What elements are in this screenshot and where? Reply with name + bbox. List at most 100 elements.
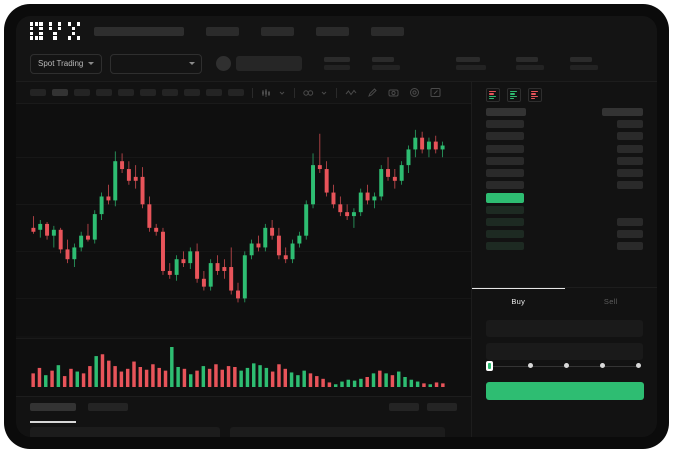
slider-step-4[interactable] — [600, 363, 605, 368]
orderbook-size — [617, 206, 643, 214]
timeframe-button-3[interactable] — [74, 89, 90, 96]
timeframe-button-6[interactable] — [140, 89, 156, 96]
candlestick-chart[interactable] — [16, 104, 471, 336]
timeframe-button-1[interactable] — [30, 89, 46, 96]
pencil-icon[interactable] — [367, 87, 378, 98]
indicators-icon[interactable] — [303, 88, 314, 98]
toolbar-divider — [294, 87, 295, 98]
stat-value — [324, 65, 351, 70]
tab-buy[interactable]: Buy — [472, 288, 565, 314]
table-row[interactable] — [472, 132, 657, 141]
orderbook-size — [617, 181, 643, 190]
orderbook-view-toggles — [472, 82, 657, 102]
table-row[interactable] — [472, 229, 657, 238]
amount-slider[interactable] — [486, 361, 644, 371]
stat-block-5 — [570, 57, 599, 70]
both-sides-icon[interactable] — [486, 88, 500, 102]
stat-block-3 — [456, 57, 487, 70]
stat-value — [372, 65, 401, 70]
bottom-tab-2[interactable] — [88, 403, 128, 411]
spot-trading-dropdown[interactable]: Spot Trading — [30, 53, 103, 74]
candlestick-icon[interactable] — [261, 88, 272, 98]
orderbook-spread-row[interactable] — [472, 193, 657, 204]
bottom-card-list — [30, 427, 445, 437]
asks-only-icon[interactable] — [528, 88, 542, 102]
orderbook-price — [486, 144, 524, 153]
stat-block-4 — [516, 57, 545, 70]
table-row[interactable] — [472, 168, 657, 177]
stat-value — [516, 65, 545, 70]
slider-step-2[interactable] — [528, 363, 533, 368]
line-chart-icon[interactable] — [345, 88, 357, 98]
timeframe-button-7[interactable] — [162, 89, 178, 96]
chevron-down-icon[interactable] — [278, 89, 286, 97]
place-order-button[interactable] — [486, 382, 644, 400]
fullscreen-icon[interactable] — [430, 87, 441, 98]
timeframe-button-4[interactable] — [96, 89, 112, 96]
stat-label — [570, 57, 593, 62]
table-row[interactable] — [472, 181, 657, 190]
bottom-right-tab-list — [389, 403, 457, 411]
market-sub-header: Spot Trading — [16, 46, 657, 82]
timeframe-button-2[interactable] — [52, 89, 68, 96]
camera-icon[interactable] — [388, 87, 399, 98]
table-row[interactable] — [472, 217, 657, 226]
orderbook-rows — [472, 108, 657, 254]
candles-svg — [16, 129, 471, 303]
order-price-field[interactable] — [486, 320, 643, 337]
bottom-orders-panel — [16, 396, 471, 437]
orderbook-header-right — [602, 108, 643, 116]
slider-step-5[interactable] — [636, 363, 641, 368]
stat-label — [516, 57, 539, 62]
order-amount-field[interactable] — [486, 343, 643, 360]
table-row[interactable] — [472, 242, 657, 251]
orderbook-size — [617, 120, 643, 129]
bottom-tab-1[interactable] — [30, 403, 76, 411]
orderbook-price — [486, 120, 524, 129]
orderbook-price — [486, 181, 524, 190]
stat-label — [456, 57, 481, 62]
orderbook-price — [486, 229, 524, 238]
timeframe-button-8[interactable] — [184, 89, 200, 96]
nav-item-4[interactable] — [371, 26, 405, 36]
bottom-right-tab-1[interactable] — [389, 403, 419, 411]
table-row[interactable] — [472, 144, 657, 153]
timeframe-button-10[interactable] — [228, 89, 244, 96]
orderbook-size — [617, 132, 643, 141]
toolbar-divider — [252, 87, 253, 98]
nav-item-1[interactable] — [206, 26, 240, 36]
bottom-card-1[interactable] — [30, 427, 220, 437]
table-row[interactable] — [472, 156, 657, 165]
orderbook-size — [617, 229, 643, 238]
orderbook-last-price — [486, 193, 524, 204]
stat-block-2 — [372, 57, 401, 70]
orderbook-size — [617, 168, 643, 177]
okx-logo-icon[interactable] — [30, 22, 81, 40]
timeframe-button-5[interactable] — [118, 89, 134, 96]
tab-sell[interactable]: Sell — [603, 296, 618, 306]
search-input[interactable] — [94, 26, 185, 36]
spot-trading-label: Spot Trading — [38, 59, 84, 68]
pair-select-dropdown[interactable] — [110, 53, 203, 74]
timeframe-button-9[interactable] — [206, 89, 222, 96]
gear-icon[interactable] — [409, 87, 420, 98]
bids-only-icon[interactable] — [507, 88, 521, 102]
volume-chart[interactable] — [16, 338, 471, 396]
pair-name — [236, 56, 303, 71]
orderbook-price — [486, 205, 524, 214]
chevron-down-icon — [88, 62, 95, 65]
bottom-card-2[interactable] — [230, 427, 445, 437]
table-row[interactable] — [472, 120, 657, 129]
trade-panel: Buy Sell — [471, 287, 657, 437]
table-row[interactable] — [472, 205, 657, 214]
slider-handle[interactable] — [486, 361, 493, 371]
orderbook-header-left — [486, 108, 526, 116]
nav-item-3[interactable] — [316, 26, 350, 36]
stat-label — [324, 57, 351, 62]
slider-step-3[interactable] — [564, 363, 569, 368]
bottom-right-tab-2[interactable] — [427, 403, 457, 411]
orderbook-header-row — [472, 108, 657, 116]
chevron-down-icon[interactable] — [320, 89, 328, 97]
nav-item-2[interactable] — [261, 26, 295, 36]
pair-avatar — [216, 56, 232, 71]
